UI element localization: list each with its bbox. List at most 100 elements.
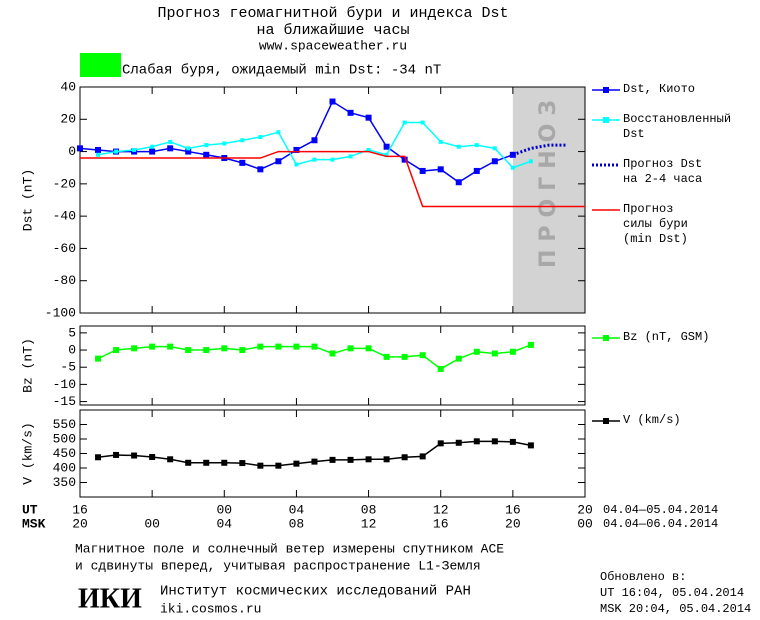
x-axis-label: MSK	[22, 516, 46, 531]
data-point	[203, 347, 210, 354]
data-point	[492, 146, 497, 151]
data-point	[132, 147, 137, 152]
chart-title: на ближайшие часы	[256, 22, 409, 39]
annotation-swatch	[80, 53, 121, 77]
data-point	[77, 145, 83, 152]
x-tick-label: 12	[433, 502, 449, 517]
data-point	[329, 350, 336, 357]
legend-marker	[603, 335, 609, 341]
date-range: 04.04—06.04.2014	[603, 517, 718, 531]
data-point	[347, 109, 354, 116]
data-point	[257, 343, 264, 350]
updated-label: Обновлено в:	[600, 570, 686, 584]
data-point	[293, 460, 300, 467]
y-tick-label: 550	[53, 417, 76, 432]
data-point	[258, 135, 263, 140]
y-tick-label: 350	[53, 475, 76, 490]
data-point	[438, 139, 443, 144]
data-point	[275, 158, 282, 165]
data-point	[473, 348, 480, 355]
data-point	[437, 166, 444, 173]
data-point	[491, 158, 498, 165]
data-point	[113, 451, 120, 458]
data-point	[528, 159, 533, 164]
x-tick-label: 08	[361, 502, 377, 517]
x-tick-label: 00	[144, 516, 160, 531]
data-point	[383, 456, 390, 463]
data-point	[456, 144, 461, 149]
x-tick-label: 20	[72, 516, 88, 531]
data-point	[221, 459, 228, 466]
footer-note: Магнитное поле и солнечный ветер измерен…	[75, 541, 504, 556]
forecast-label: ПРОГНОЗ	[536, 92, 561, 268]
y-tick-label: -15	[53, 394, 76, 409]
legend-label: Dst, Киото	[623, 82, 696, 96]
updated-msk: MSK 20:04, 05.04.2014	[600, 602, 751, 616]
data-point	[419, 453, 426, 460]
data-point	[419, 167, 426, 174]
data-point	[275, 343, 282, 350]
legend-label: Bz (nT, GSM)	[623, 330, 710, 344]
y-tick-label: 0	[68, 144, 76, 159]
y-tick-label: -60	[53, 241, 76, 256]
data-point	[239, 347, 246, 354]
data-point	[149, 148, 156, 155]
y-tick-label: -5	[60, 360, 76, 375]
x-tick-label: 16	[433, 516, 449, 531]
data-point	[312, 157, 317, 162]
data-point	[185, 459, 192, 466]
data-point	[365, 456, 372, 463]
x-tick-label: 16	[72, 502, 88, 517]
data-point	[167, 343, 174, 350]
y-tick-label: 500	[53, 431, 76, 446]
data-point	[131, 345, 138, 352]
data-point	[329, 456, 336, 463]
data-point	[114, 149, 119, 154]
data-point	[222, 141, 227, 146]
data-point	[95, 146, 102, 153]
data-point	[347, 345, 354, 352]
plot-frame	[79, 409, 586, 498]
legend-label: Восстановленный Dst	[623, 112, 732, 141]
data-point	[293, 343, 300, 350]
data-point	[474, 143, 479, 148]
data-point	[149, 453, 156, 460]
data-point	[329, 98, 336, 105]
data-point	[330, 157, 335, 162]
series-line	[512, 143, 567, 157]
data-point	[294, 162, 299, 167]
data-point	[167, 456, 174, 463]
y-axis-label: Dst (nT)	[20, 169, 35, 231]
data-point	[257, 166, 264, 173]
data-point	[95, 454, 102, 461]
data-point	[437, 365, 444, 372]
data-point	[131, 452, 138, 459]
y-tick-label: -100	[45, 305, 76, 320]
data-point	[473, 167, 480, 174]
data-point	[311, 458, 318, 465]
legend-marker	[603, 87, 609, 93]
data-point	[491, 438, 498, 445]
data-point	[203, 151, 210, 158]
legend-label: Прогноз Dst на 2-4 часа	[623, 157, 703, 186]
legend-marker	[603, 117, 609, 123]
chart-title: Прогноз геомагнитной бури и индекса Dst	[157, 5, 508, 22]
y-tick-label: 40	[60, 79, 76, 94]
data-point	[203, 459, 210, 466]
data-point	[510, 165, 515, 170]
x-tick-label: 12	[361, 516, 377, 531]
data-point	[527, 442, 534, 449]
data-point	[240, 138, 245, 143]
institute: Институт космических исследований РАН	[160, 583, 471, 600]
y-axis-label: V (km/s)	[20, 422, 35, 484]
legend-label: Прогноз силы бури (min Dst)	[623, 202, 688, 246]
data-point	[383, 353, 390, 360]
data-point	[401, 156, 408, 163]
series-line	[80, 150, 585, 208]
data-point	[167, 145, 174, 152]
data-point	[401, 454, 408, 461]
logo: ИКИ	[78, 583, 142, 614]
x-axis-label: UT	[22, 502, 38, 517]
